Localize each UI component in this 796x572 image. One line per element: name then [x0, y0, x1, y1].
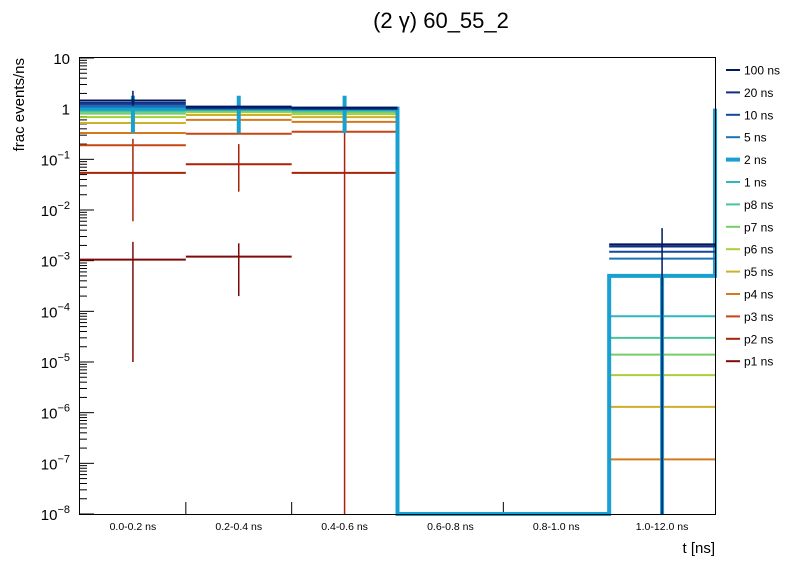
- legend-label: p8 ns: [744, 198, 773, 212]
- x-tick-label: 0.8-1.0 ns: [533, 521, 580, 533]
- legend: 100 ns 20 ns 10 ns 5 ns 2 ns 1 ns p8 ns p7 ns p6…: [726, 64, 780, 369]
- y-tick-label: 10−1: [41, 149, 70, 169]
- legend-label: p7 ns: [744, 220, 773, 234]
- legend-item: p5 ns: [726, 265, 773, 279]
- y-tick-label: 10−4: [41, 301, 70, 321]
- legend-item: 2 ns: [726, 153, 767, 167]
- series-p2-ns: [80, 131, 398, 514]
- series-step-line: [80, 106, 717, 516]
- y-tick-label: 10−2: [41, 200, 70, 220]
- chart-title: (2 γ) 60_55_2: [373, 8, 509, 33]
- x-tick-label: 0.0-0.2 ns: [110, 521, 157, 533]
- legend-label: 20 ns: [744, 86, 773, 100]
- x-tick-label: 0.2-0.4 ns: [215, 521, 262, 533]
- x-tick-label: 0.4-0.6 ns: [321, 521, 368, 533]
- legend-item: p8 ns: [726, 198, 773, 212]
- legend-label: 5 ns: [744, 131, 767, 145]
- y-tick-label: 10: [53, 51, 70, 68]
- legend-item: p2 ns: [726, 332, 773, 346]
- legend-label: 2 ns: [744, 153, 767, 167]
- legend-item: 10 ns: [726, 108, 773, 122]
- legend-label: p1 ns: [744, 355, 773, 369]
- y-tick-label: 10−3: [41, 251, 70, 271]
- legend-item: p3 ns: [726, 310, 773, 324]
- y-axis-label: frac events/ns: [11, 58, 28, 151]
- legend-item: 1 ns: [726, 176, 767, 190]
- legend-item: 100 ns: [726, 64, 780, 78]
- legend-label: 100 ns: [744, 64, 780, 78]
- legend-label: 1 ns: [744, 176, 767, 190]
- x-tick-labels: 0.0-0.2 ns 0.2-0.4 ns 0.4-0.6 ns 0.6-0.8 ns…: [110, 521, 689, 533]
- x-axis-label: t [ns]: [682, 540, 715, 557]
- axis-ticks: [80, 57, 610, 515]
- series-2-ns: [80, 95, 717, 516]
- y-tick-label: 10−8: [41, 504, 70, 524]
- y-tick-label: 10−7: [41, 453, 70, 473]
- y-tick-label: 1: [62, 102, 70, 119]
- y-tick-label: 10−6: [41, 403, 70, 423]
- legend-label: p2 ns: [744, 332, 773, 346]
- legend-label: 10 ns: [744, 108, 773, 122]
- legend-item: p1 ns: [726, 355, 773, 369]
- legend-label: p4 ns: [744, 288, 773, 302]
- legend-label: p6 ns: [744, 243, 773, 257]
- x-tick-label: 1.0-12.0 ns: [636, 521, 689, 533]
- y-tick-label: 10−5: [41, 352, 70, 372]
- legend-item: p6 ns: [726, 243, 773, 257]
- legend-label: p3 ns: [744, 310, 773, 324]
- legend-item: p4 ns: [726, 288, 773, 302]
- legend-item: 5 ns: [726, 131, 767, 145]
- legend-item: 20 ns: [726, 86, 773, 100]
- y-tick-labels: 10 1 10−1 10−2 10−3 10−4 10−5 10−6 10−7 10−8: [41, 51, 70, 524]
- series-p1-ns: [80, 241, 292, 362]
- legend-label: p5 ns: [744, 265, 773, 279]
- series-layer: [80, 90, 717, 516]
- series-100-ns: [80, 90, 715, 514]
- legend-item: p7 ns: [726, 220, 773, 234]
- plot-frame: [79, 57, 716, 515]
- x-tick-label: 0.6-0.8 ns: [427, 521, 474, 533]
